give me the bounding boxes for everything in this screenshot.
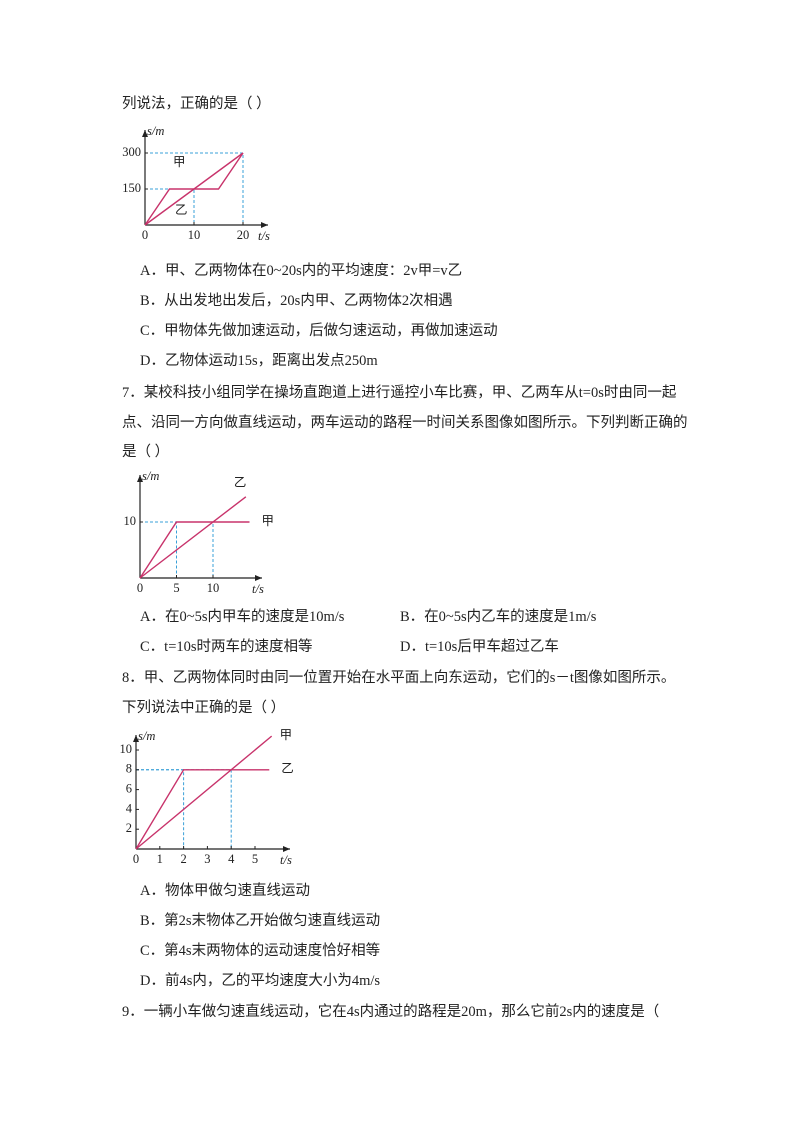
option: D．前4s内，乙的平均速度大小为4m/s — [140, 973, 381, 989]
arrow — [133, 735, 290, 852]
series-line — [139, 496, 247, 579]
series-label: 甲 — [173, 155, 186, 169]
guide-line — [145, 188, 195, 225]
series-line — [139, 521, 250, 579]
series-label: 乙 — [175, 203, 188, 217]
x-tick-label: 5 — [252, 852, 258, 866]
axis-label: t/s — [280, 853, 292, 867]
option: C．t=10s时两车的速度相等 — [140, 639, 313, 655]
x-tick-label: 0 — [142, 228, 148, 242]
x-tick-label: 0 — [133, 852, 139, 866]
y-tick-label: 6 — [126, 781, 132, 795]
option: D．乙物体运动15s，距离出发点250m — [140, 353, 378, 369]
x-tick-label: 20 — [237, 228, 250, 242]
axis-label: t/s — [258, 229, 270, 243]
y-tick-label: 10 — [120, 742, 133, 756]
x-tick-label: 5 — [173, 581, 179, 595]
option: B．从出发地出发后，20s内甲、乙两物体2次相遇 — [140, 293, 453, 309]
question-text: 8．甲、乙两物体同时由同一位置开始在水平面上向东运动，它们的s－t图像如图所示。 — [122, 670, 676, 686]
option: C．第4s末两物体的运动速度恰好相等 — [140, 943, 381, 959]
question-text: 点、沿同一方向做直线运动，两车运动的路程一时间关系图像如图所示。下列判断正确的 — [122, 415, 688, 431]
option: A．在0~5s内甲车的速度是10m/s — [140, 609, 345, 625]
x-tick-label: 3 — [204, 852, 210, 866]
option: B．在0~5s内乙车的速度是1m/s — [400, 609, 597, 625]
x-tick-label: 4 — [228, 852, 235, 866]
x-tick-label: 10 — [207, 581, 220, 595]
option: C．甲物体先做加速运动，后做匀速运动，再做加速运动 — [140, 323, 498, 339]
x-tick-label: 1 — [157, 852, 163, 866]
x-tick-label: 2 — [180, 852, 186, 866]
y-tick-label: 2 — [126, 821, 132, 835]
option: D．t=10s后甲车超过乙车 — [400, 639, 559, 655]
series-label: 乙 — [281, 762, 294, 776]
x-tick-label: 10 — [188, 228, 201, 242]
option: A．甲、乙两物体在0~20s内的平均速度：2v甲=v乙 — [140, 263, 463, 279]
series-label: 甲 — [280, 728, 293, 742]
x-tick-label: 0 — [137, 581, 143, 595]
question-text: 是（ ） — [122, 444, 170, 460]
axis-label: t/s — [252, 582, 264, 596]
series-label: 乙 — [234, 476, 247, 490]
y-tick-label: 10 — [124, 514, 137, 528]
y-tick-label: 300 — [122, 145, 141, 159]
question-text: 7．某校科技小组同学在操场直跑道上进行遥控小车比赛，甲、乙两车从t=0s时由同一… — [122, 385, 677, 401]
y-tick-label: 4 — [126, 801, 133, 815]
series-line — [135, 769, 270, 850]
axis-label: s/m — [138, 729, 155, 743]
option: B．第2s末物体乙开始做匀速直线运动 — [140, 913, 381, 929]
series-label: 甲 — [262, 514, 275, 528]
question-text: 下列说法中正确的是（ ） — [122, 700, 286, 716]
question-text: 9．一辆小车做匀速直线运动，它在4s内通过的路程是20m，那么它前2s内的速度是… — [122, 1004, 660, 1020]
y-tick-label: 8 — [126, 762, 132, 776]
question-text: 列说法，正确的是（ ） — [122, 96, 271, 112]
y-tick-label: 150 — [122, 181, 141, 195]
option: A．物体甲做匀速直线运动 — [140, 883, 310, 899]
series-line — [135, 735, 273, 850]
axis-label: s/m — [142, 469, 159, 483]
series-line — [144, 152, 244, 226]
axis-label: s/m — [147, 124, 164, 138]
